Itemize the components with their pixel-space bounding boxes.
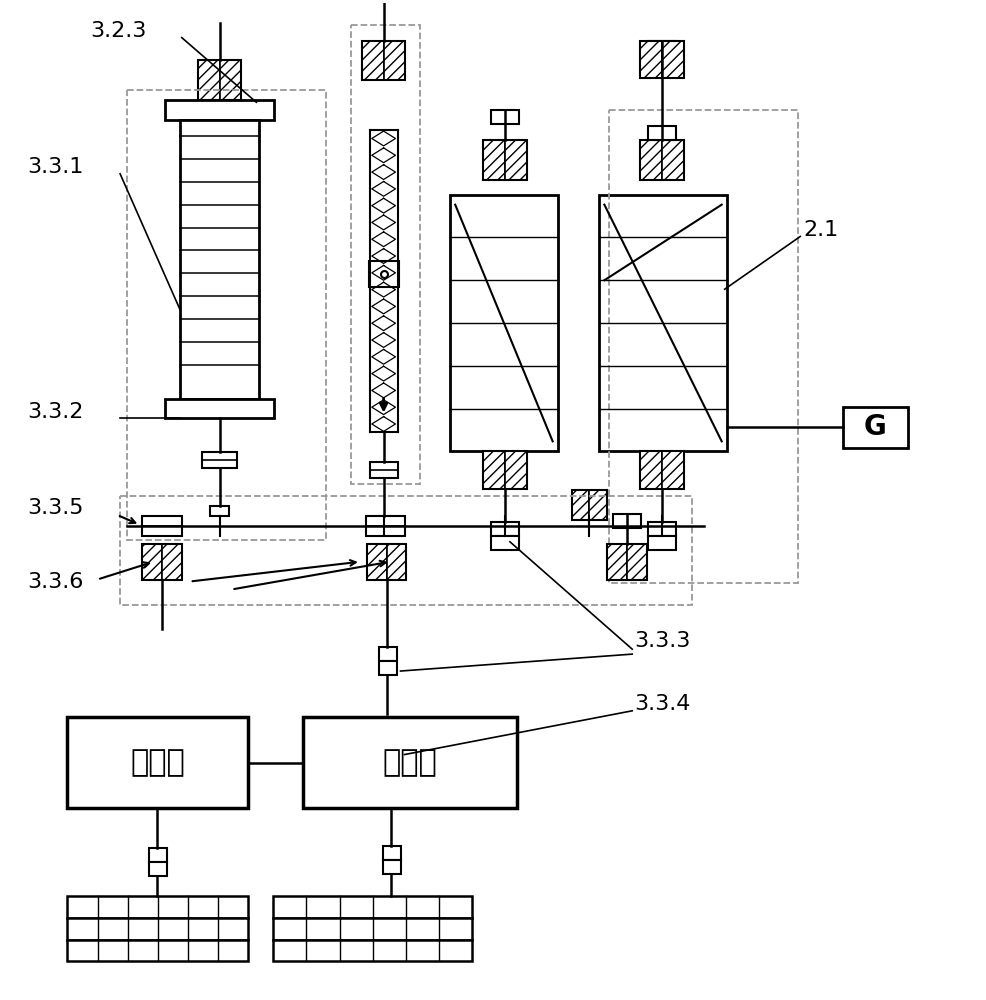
- Bar: [273, 918, 472, 940]
- Bar: [142, 516, 181, 536]
- Bar: [351, 25, 420, 484]
- Bar: [505, 140, 527, 180]
- Bar: [179, 120, 259, 399]
- Bar: [362, 41, 405, 80]
- Bar: [640, 140, 684, 180]
- Bar: [843, 407, 908, 448]
- Bar: [640, 140, 662, 180]
- Bar: [572, 490, 590, 520]
- Bar: [67, 896, 248, 918]
- Bar: [149, 848, 167, 862]
- Bar: [303, 717, 517, 808]
- Bar: [662, 41, 684, 78]
- Text: 3.3.3: 3.3.3: [634, 631, 690, 651]
- Bar: [379, 661, 396, 675]
- Bar: [662, 140, 684, 180]
- Bar: [142, 544, 162, 580]
- Bar: [384, 41, 405, 80]
- Text: 3.2.3: 3.2.3: [91, 21, 147, 41]
- Bar: [491, 110, 519, 124]
- Bar: [165, 399, 274, 418]
- Bar: [483, 140, 527, 180]
- Bar: [370, 462, 397, 478]
- Bar: [491, 522, 519, 536]
- Text: 3.3.4: 3.3.4: [634, 694, 690, 714]
- Bar: [376, 516, 391, 526]
- Bar: [648, 41, 676, 55]
- Bar: [273, 940, 472, 961]
- Bar: [648, 126, 676, 140]
- Bar: [210, 506, 230, 516]
- Bar: [640, 451, 662, 489]
- Bar: [197, 60, 220, 100]
- Bar: [627, 544, 647, 580]
- Bar: [366, 516, 405, 536]
- Bar: [273, 896, 472, 918]
- Text: 3.3.6: 3.3.6: [28, 572, 84, 592]
- Text: 3.3.2: 3.3.2: [28, 402, 84, 422]
- Bar: [640, 41, 684, 78]
- Bar: [149, 862, 167, 876]
- Bar: [202, 452, 238, 468]
- Bar: [362, 41, 384, 80]
- Bar: [491, 536, 519, 550]
- Bar: [609, 110, 799, 583]
- Bar: [162, 544, 181, 580]
- Text: 3.3.1: 3.3.1: [28, 157, 84, 177]
- Bar: [590, 490, 607, 520]
- Text: G: G: [864, 413, 886, 441]
- Text: 3.3.5: 3.3.5: [28, 498, 84, 518]
- Bar: [379, 647, 396, 661]
- Bar: [67, 940, 248, 961]
- Bar: [505, 451, 527, 489]
- Bar: [662, 451, 684, 489]
- Bar: [607, 544, 647, 580]
- Bar: [648, 522, 676, 536]
- Bar: [165, 100, 274, 120]
- Bar: [640, 451, 684, 489]
- Bar: [127, 90, 326, 540]
- Bar: [220, 60, 242, 100]
- Bar: [572, 490, 607, 520]
- Bar: [142, 544, 181, 580]
- Bar: [197, 60, 242, 100]
- Bar: [483, 451, 505, 489]
- Bar: [483, 451, 527, 489]
- Bar: [607, 544, 627, 580]
- Bar: [483, 140, 505, 180]
- Bar: [648, 536, 676, 550]
- Bar: [613, 514, 641, 528]
- Bar: [383, 860, 400, 874]
- Bar: [383, 846, 400, 860]
- Bar: [451, 195, 558, 451]
- Bar: [640, 41, 662, 78]
- Bar: [387, 544, 406, 580]
- Bar: [67, 717, 248, 808]
- Text: 变速筱: 变速筱: [383, 748, 438, 777]
- Text: 2.1: 2.1: [804, 220, 838, 240]
- Bar: [369, 261, 398, 287]
- Bar: [599, 195, 727, 451]
- Bar: [367, 544, 387, 580]
- Bar: [67, 918, 248, 940]
- Text: 汽油机: 汽油机: [130, 748, 185, 777]
- Bar: [367, 544, 406, 580]
- Bar: [120, 496, 692, 605]
